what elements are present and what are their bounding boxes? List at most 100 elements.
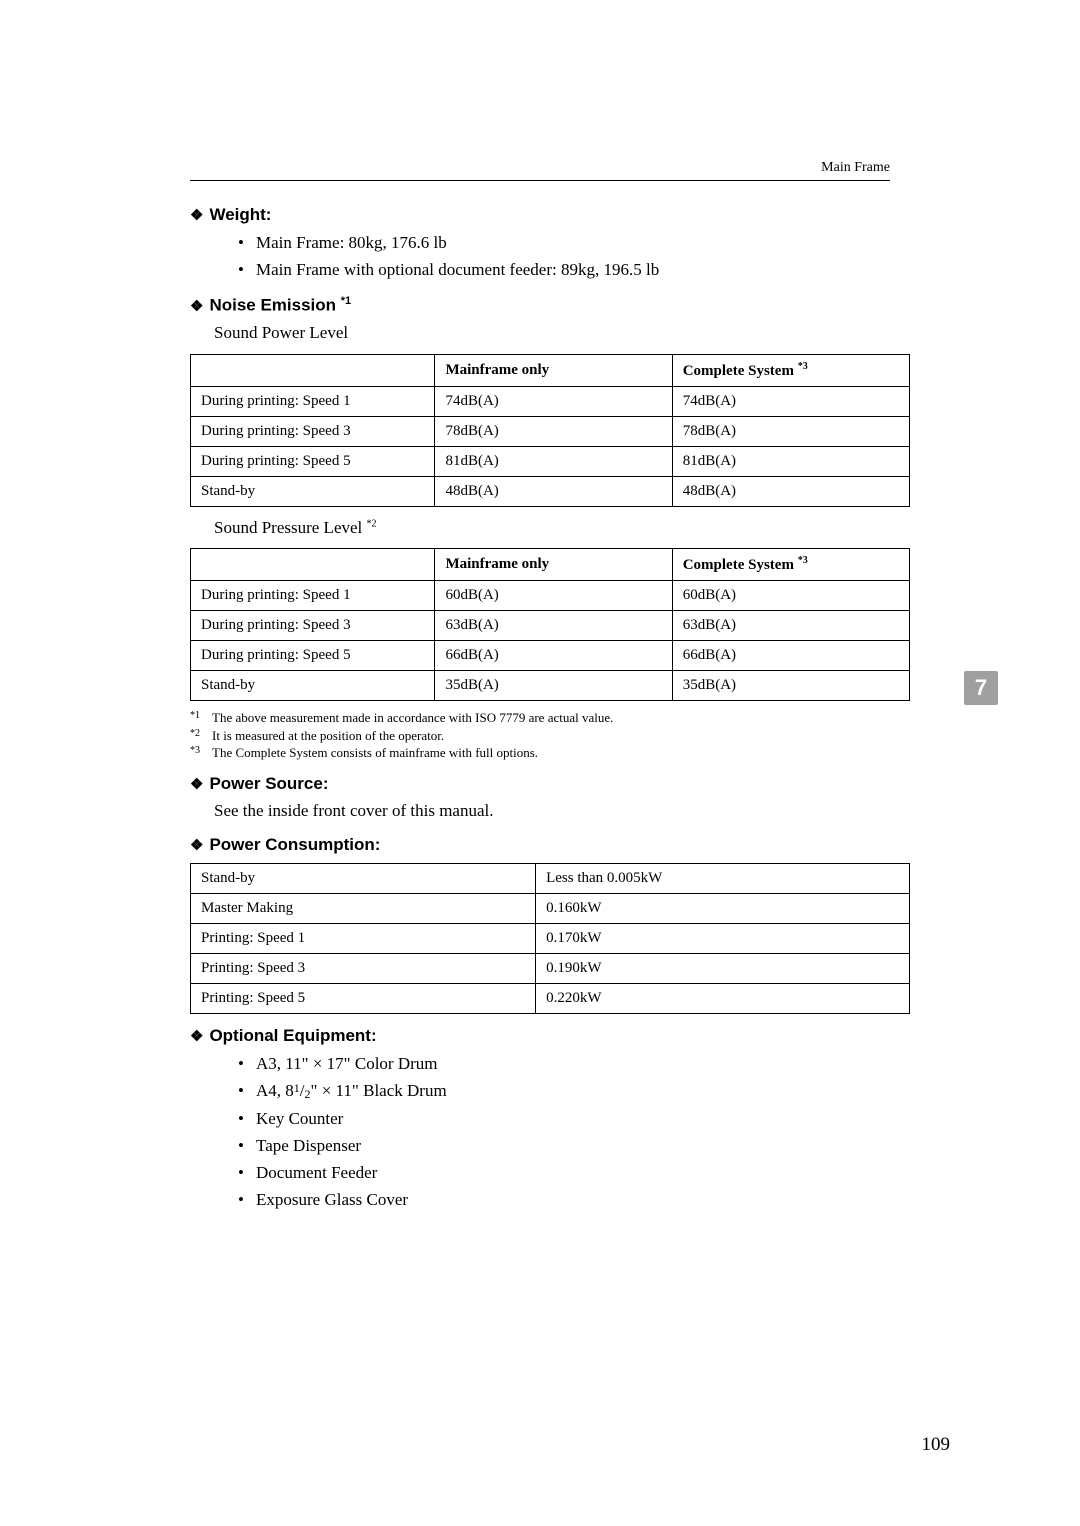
table-row: Stand-by48dB(A)48dB(A) bbox=[191, 476, 910, 506]
table-cell: 78dB(A) bbox=[435, 416, 672, 446]
footnote: *2It is measured at the position of the … bbox=[190, 727, 960, 745]
table-cell: Printing: Speed 3 bbox=[191, 954, 536, 984]
table-cell: 48dB(A) bbox=[672, 476, 909, 506]
table-row: Master Making0.160kW bbox=[191, 894, 910, 924]
noise-sub2: Sound Pressure Level *2 bbox=[214, 515, 960, 541]
weight-list: Main Frame: 80kg, 176.6 lb Main Frame wi… bbox=[238, 229, 960, 283]
table-cell: 63dB(A) bbox=[672, 611, 909, 641]
sound-pressure-table: Mainframe only Complete System *3 During… bbox=[190, 548, 910, 701]
table-header: Mainframe only bbox=[435, 549, 672, 581]
heading-power-source-text: Power Source: bbox=[209, 774, 328, 793]
table-header: Mainframe only bbox=[435, 354, 672, 386]
table-cell: During printing: Speed 1 bbox=[191, 581, 435, 611]
footnotes: *1The above measurement made in accordan… bbox=[190, 709, 960, 762]
heading-noise-sup: *1 bbox=[341, 295, 351, 307]
table-cell: 48dB(A) bbox=[435, 476, 672, 506]
footnote-text: The above measurement made in accordance… bbox=[212, 709, 613, 727]
sound-power-tbody: During printing: Speed 174dB(A)74dB(A)Du… bbox=[191, 386, 910, 506]
table-cell: 0.160kW bbox=[536, 894, 910, 924]
diamond-icon: ❖ bbox=[190, 298, 203, 315]
table-cell: Stand-by bbox=[191, 864, 536, 894]
footnote-mark: *2 bbox=[190, 727, 212, 745]
page-content: ❖ Weight: Main Frame: 80kg, 176.6 lb Main… bbox=[0, 0, 1080, 1281]
heading-optional: ❖ Optional Equipment: bbox=[190, 1026, 960, 1046]
table-row: Printing: Speed 50.220kW bbox=[191, 984, 910, 1014]
table-row: During printing: Speed 581dB(A)81dB(A) bbox=[191, 446, 910, 476]
table-cell: During printing: Speed 1 bbox=[191, 386, 435, 416]
power-source-text: See the inside front cover of this manua… bbox=[214, 798, 960, 824]
list-item: Key Counter bbox=[238, 1105, 960, 1132]
list-item: A3, 11" × 17" Color Drum bbox=[238, 1050, 960, 1077]
list-item: Document Feeder bbox=[238, 1159, 960, 1186]
table-row: During printing: Speed 160dB(A)60dB(A) bbox=[191, 581, 910, 611]
table-cell: Stand-by bbox=[191, 671, 435, 701]
list-item: A4, 81/2" × 11" Black Drum bbox=[238, 1077, 960, 1104]
table-cell: 60dB(A) bbox=[672, 581, 909, 611]
footnote-text: The Complete System consists of mainfram… bbox=[212, 744, 538, 762]
heading-power-consumption-text: Power Consumption: bbox=[209, 835, 380, 854]
footnote-mark: *1 bbox=[190, 709, 212, 727]
table-cell: During printing: Speed 5 bbox=[191, 641, 435, 671]
table-header bbox=[191, 549, 435, 581]
noise-sub1: Sound Power Level bbox=[214, 320, 960, 346]
table-cell: Stand-by bbox=[191, 476, 435, 506]
heading-optional-text: Optional Equipment: bbox=[209, 1026, 376, 1045]
list-item: Tape Dispenser bbox=[238, 1132, 960, 1159]
table-cell: Printing: Speed 5 bbox=[191, 984, 536, 1014]
table-cell: 0.220kW bbox=[536, 984, 910, 1014]
chapter-tab: 7 bbox=[964, 671, 998, 705]
heading-power-consumption: ❖ Power Consumption: bbox=[190, 835, 960, 855]
table-cell: 66dB(A) bbox=[672, 641, 909, 671]
table-cell: During printing: Speed 3 bbox=[191, 611, 435, 641]
power-consumption-table: Stand-byLess than 0.005kWMaster Making0.… bbox=[190, 863, 910, 1014]
table-cell: 0.190kW bbox=[536, 954, 910, 984]
table-cell: 35dB(A) bbox=[435, 671, 672, 701]
table-row: During printing: Speed 174dB(A)74dB(A) bbox=[191, 386, 910, 416]
table-cell: 81dB(A) bbox=[435, 446, 672, 476]
table-cell: 35dB(A) bbox=[672, 671, 909, 701]
table-header: Complete System *3 bbox=[672, 354, 909, 386]
diamond-icon: ❖ bbox=[190, 1028, 203, 1045]
power-consumption-tbody: Stand-byLess than 0.005kWMaster Making0.… bbox=[191, 864, 910, 1014]
diamond-icon: ❖ bbox=[190, 776, 203, 793]
footnote: *3The Complete System consists of mainfr… bbox=[190, 744, 960, 762]
table-row: Stand-byLess than 0.005kW bbox=[191, 864, 910, 894]
table-cell: 74dB(A) bbox=[672, 386, 909, 416]
heading-weight: ❖ Weight: bbox=[190, 205, 960, 225]
footnote-text: It is measured at the position of the op… bbox=[212, 727, 444, 745]
list-item: Exposure Glass Cover bbox=[238, 1186, 960, 1213]
footnote: *1The above measurement made in accordan… bbox=[190, 709, 960, 727]
table-header: Complete System *3 bbox=[672, 549, 909, 581]
diamond-icon: ❖ bbox=[190, 837, 203, 854]
table-row: Printing: Speed 10.170kW bbox=[191, 924, 910, 954]
table-cell: 60dB(A) bbox=[435, 581, 672, 611]
table-cell: Master Making bbox=[191, 894, 536, 924]
heading-noise-text: Noise Emission bbox=[209, 296, 340, 315]
page-number: 109 bbox=[922, 1434, 951, 1456]
diamond-icon: ❖ bbox=[190, 207, 203, 224]
optional-list: A3, 11" × 17" Color DrumA4, 81/2" × 11" … bbox=[238, 1050, 960, 1213]
table-cell: 0.170kW bbox=[536, 924, 910, 954]
table-row: During printing: Speed 363dB(A)63dB(A) bbox=[191, 611, 910, 641]
table-cell: Less than 0.005kW bbox=[536, 864, 910, 894]
table-row: Printing: Speed 30.190kW bbox=[191, 954, 910, 984]
table-cell: 74dB(A) bbox=[435, 386, 672, 416]
footnote-mark: *3 bbox=[190, 744, 212, 762]
table-row: Stand-by35dB(A)35dB(A) bbox=[191, 671, 910, 701]
table-header bbox=[191, 354, 435, 386]
table-cell: 78dB(A) bbox=[672, 416, 909, 446]
table-row: During printing: Speed 566dB(A)66dB(A) bbox=[191, 641, 910, 671]
table-cell: During printing: Speed 3 bbox=[191, 416, 435, 446]
heading-noise: ❖ Noise Emission *1 bbox=[190, 295, 960, 316]
heading-weight-text: Weight: bbox=[209, 205, 271, 224]
sound-power-table: Mainframe only Complete System *3 During… bbox=[190, 354, 910, 507]
table-cell: 81dB(A) bbox=[672, 446, 909, 476]
list-item: Main Frame: 80kg, 176.6 lb bbox=[238, 229, 960, 256]
table-cell: Printing: Speed 1 bbox=[191, 924, 536, 954]
list-item: Main Frame with optional document feeder… bbox=[238, 256, 960, 283]
table-cell: During printing: Speed 5 bbox=[191, 446, 435, 476]
heading-power-source: ❖ Power Source: bbox=[190, 774, 960, 794]
sound-pressure-tbody: During printing: Speed 160dB(A)60dB(A)Du… bbox=[191, 581, 910, 701]
table-cell: 63dB(A) bbox=[435, 611, 672, 641]
table-row: During printing: Speed 378dB(A)78dB(A) bbox=[191, 416, 910, 446]
